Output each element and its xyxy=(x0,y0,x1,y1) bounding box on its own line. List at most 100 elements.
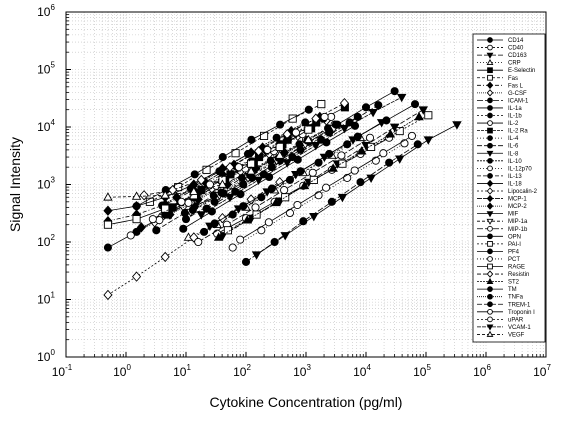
data-point xyxy=(161,204,170,213)
data-point xyxy=(257,226,266,235)
data-point xyxy=(285,208,294,218)
series-lipocalin-2 xyxy=(103,176,285,301)
legend-marker xyxy=(487,263,493,270)
y-tick-label: 105 xyxy=(37,61,55,77)
legend-label: IL-13 xyxy=(508,174,522,180)
y-tick-label: 100 xyxy=(37,348,55,364)
series-line xyxy=(194,90,395,207)
data-point xyxy=(131,191,142,200)
series-icam-1 xyxy=(241,140,422,266)
legend-marker xyxy=(487,112,493,119)
legend-marker xyxy=(487,256,493,262)
series-rage xyxy=(103,125,313,229)
data-point xyxy=(328,163,338,172)
data-point xyxy=(246,147,256,158)
legend-marker xyxy=(487,135,493,142)
data-point xyxy=(275,142,284,151)
legend-marker xyxy=(486,179,494,188)
legend-marker xyxy=(487,248,493,255)
data-point xyxy=(247,135,256,144)
y-axis-title: Signal Intensity xyxy=(7,137,23,232)
data-point xyxy=(303,134,314,144)
legend-marker xyxy=(487,105,493,111)
series-vegf xyxy=(103,134,314,201)
legend-label: Fas L xyxy=(508,83,524,89)
data-point xyxy=(385,158,394,167)
data-point xyxy=(189,186,199,196)
data-point xyxy=(350,166,359,175)
series-upar xyxy=(148,112,329,224)
series-opn xyxy=(210,100,420,228)
legend-label: Troponin I xyxy=(508,310,535,316)
series-il-18 xyxy=(103,147,256,216)
data-point xyxy=(202,165,211,174)
legend-label: VCAM-1 xyxy=(508,325,531,331)
legend-marker xyxy=(487,286,493,293)
data-point xyxy=(338,159,347,168)
data-point xyxy=(205,180,214,189)
legend-label: IL-1b xyxy=(508,114,522,120)
data-point xyxy=(282,159,292,168)
data-point xyxy=(367,142,376,151)
series-line xyxy=(161,122,306,206)
data-point xyxy=(322,183,331,192)
data-point xyxy=(385,129,396,138)
legend-marker xyxy=(486,324,494,331)
legend-label: PCT xyxy=(508,257,520,263)
legend-marker xyxy=(486,150,494,157)
data-point xyxy=(365,133,375,142)
data-point xyxy=(357,146,367,155)
legend-marker xyxy=(486,52,494,59)
legend-label: MIP-1b xyxy=(508,227,528,233)
data-point xyxy=(103,243,112,252)
data-point xyxy=(242,215,253,224)
data-point xyxy=(288,114,297,123)
y-tick-label: 103 xyxy=(37,176,55,192)
legend-label: IL-4 xyxy=(508,136,519,142)
data-point xyxy=(126,231,135,240)
legend-marker xyxy=(487,157,493,164)
data-point xyxy=(353,132,362,141)
legend-marker xyxy=(486,194,494,203)
legend-label: RAGE xyxy=(508,265,525,271)
data-point xyxy=(339,97,350,109)
data-point xyxy=(304,125,313,134)
data-point xyxy=(331,120,341,129)
x-axis-title: Cytokine Concentration (pg/ml) xyxy=(210,394,403,410)
y-tick-label: 106 xyxy=(37,3,55,19)
data-point xyxy=(271,197,281,207)
legend-label: TNFa xyxy=(508,295,524,301)
data-point xyxy=(274,150,285,159)
data-point xyxy=(260,131,269,140)
legend-marker xyxy=(487,165,493,172)
legend-label: TM xyxy=(508,287,517,293)
legend-label: uPAR xyxy=(508,317,524,323)
data-point xyxy=(132,200,142,212)
data-point xyxy=(282,129,292,140)
legend-label: MIF xyxy=(508,212,519,218)
legend-label: CD40 xyxy=(508,46,524,52)
data-point xyxy=(217,179,228,188)
series-line xyxy=(218,116,420,238)
series-line xyxy=(179,118,324,203)
x-tick-label: 102 xyxy=(233,363,251,379)
legend-marker xyxy=(486,58,494,66)
legend-marker xyxy=(487,120,493,126)
legend-label: E-Selectin xyxy=(508,68,535,74)
data-point xyxy=(200,227,209,236)
legend-label: IL-2 xyxy=(508,121,519,127)
data-point xyxy=(251,251,262,260)
data-point xyxy=(213,232,224,241)
data-point xyxy=(188,205,197,215)
legend-label: OPN xyxy=(508,234,521,240)
series-il-13 xyxy=(181,112,362,224)
legend-label: Fas xyxy=(508,76,518,82)
data-point xyxy=(254,145,264,157)
data-point xyxy=(253,176,264,186)
legend-marker xyxy=(486,277,494,284)
data-point xyxy=(103,220,112,229)
legend-marker xyxy=(486,187,494,195)
legend-label: ST2 xyxy=(508,280,520,286)
